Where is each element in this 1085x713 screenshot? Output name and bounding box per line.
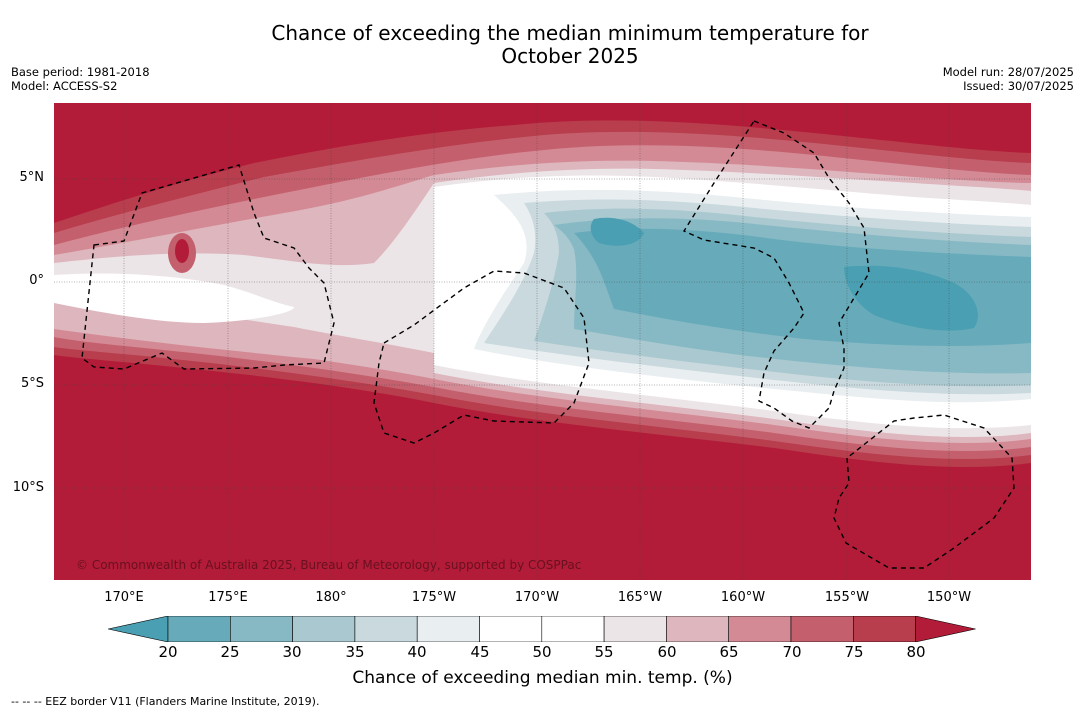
model-name: Model: ACCESS-S2	[11, 79, 118, 93]
colorbar	[108, 616, 976, 642]
cb-tick-55: 55	[594, 643, 614, 661]
colorbar-label: Chance of exceeding median min. temp. (%…	[352, 668, 733, 688]
chart-title: Chance of exceeding the median minimum t…	[0, 22, 1085, 68]
gridlines	[54, 103, 1031, 580]
colorbar-arrow-low	[108, 616, 169, 642]
lat-label-10s: 10°S	[12, 480, 44, 495]
base-period: Base period: 1981-2018	[11, 65, 150, 79]
lon-label-170e: 170°E	[104, 590, 144, 605]
cb-tick-35: 35	[345, 643, 365, 661]
lon-label-160w: 160°W	[720, 590, 766, 605]
meta-left: Base period: 1981-2018 Model: ACCESS-S2	[11, 65, 150, 93]
lon-label-150w: 150°W	[926, 590, 972, 605]
colorbar-segment	[416, 616, 480, 642]
colorbar-segment	[354, 616, 418, 642]
cb-tick-65: 65	[719, 643, 739, 661]
lat-label-0: 0°	[29, 273, 44, 288]
colorbar-arrow-high	[915, 616, 976, 642]
cb-tick-50: 50	[532, 643, 552, 661]
colorbar-segment	[479, 616, 543, 642]
colorbar-segment	[292, 616, 356, 642]
lat-label-5n: 5°N	[19, 170, 45, 185]
colorbar-segment	[230, 616, 293, 642]
cb-tick-60: 60	[657, 643, 677, 661]
lon-label-155w: 155°W	[824, 590, 870, 605]
title-line-2: October 2025	[501, 44, 639, 68]
title-line-1: Chance of exceeding the median minimum t…	[271, 21, 869, 45]
hotspot-core	[175, 239, 189, 263]
map-svg	[54, 103, 1031, 580]
eez-footnote: -- -- -- EEZ border V11 (Flanders Marine…	[11, 695, 320, 708]
lon-label-170w: 170°W	[514, 590, 560, 605]
lon-label-175e: 175°E	[208, 590, 248, 605]
lon-label-180: 180°	[315, 590, 347, 605]
cb-tick-30: 30	[282, 643, 302, 661]
colorbar-segment	[541, 616, 605, 642]
meta-right: Model run: 28/07/2025 Issued: 30/07/2025	[943, 65, 1074, 93]
lon-label-165w: 165°W	[617, 590, 663, 605]
cb-tick-40: 40	[407, 643, 427, 661]
cb-tick-20: 20	[158, 643, 178, 661]
lon-label-175w: 175°W	[411, 590, 457, 605]
cb-tick-45: 45	[470, 643, 490, 661]
colorbar-segment	[666, 616, 730, 642]
forecast-map: © Commonwealth of Australia 2025, Bureau…	[54, 103, 1031, 580]
band-20	[590, 217, 978, 331]
colorbar-segment	[603, 616, 667, 642]
eez-borders	[81, 120, 1015, 569]
cb-tick-25: 25	[220, 643, 240, 661]
copyright-notice: © Commonwealth of Australia 2025, Bureau…	[76, 558, 582, 572]
cb-tick-80: 80	[906, 643, 926, 661]
cb-tick-75: 75	[844, 643, 864, 661]
colorbar-segment	[852, 616, 916, 642]
colorbar-segment	[728, 616, 792, 642]
model-run: Model run: 28/07/2025	[942, 65, 1074, 79]
colorbar-segment	[790, 616, 854, 642]
issued-date: Issued: 30/07/2025	[963, 79, 1074, 93]
cb-tick-70: 70	[782, 643, 802, 661]
lat-label-5s: 5°S	[20, 376, 44, 391]
colorbar-segment	[167, 616, 231, 642]
